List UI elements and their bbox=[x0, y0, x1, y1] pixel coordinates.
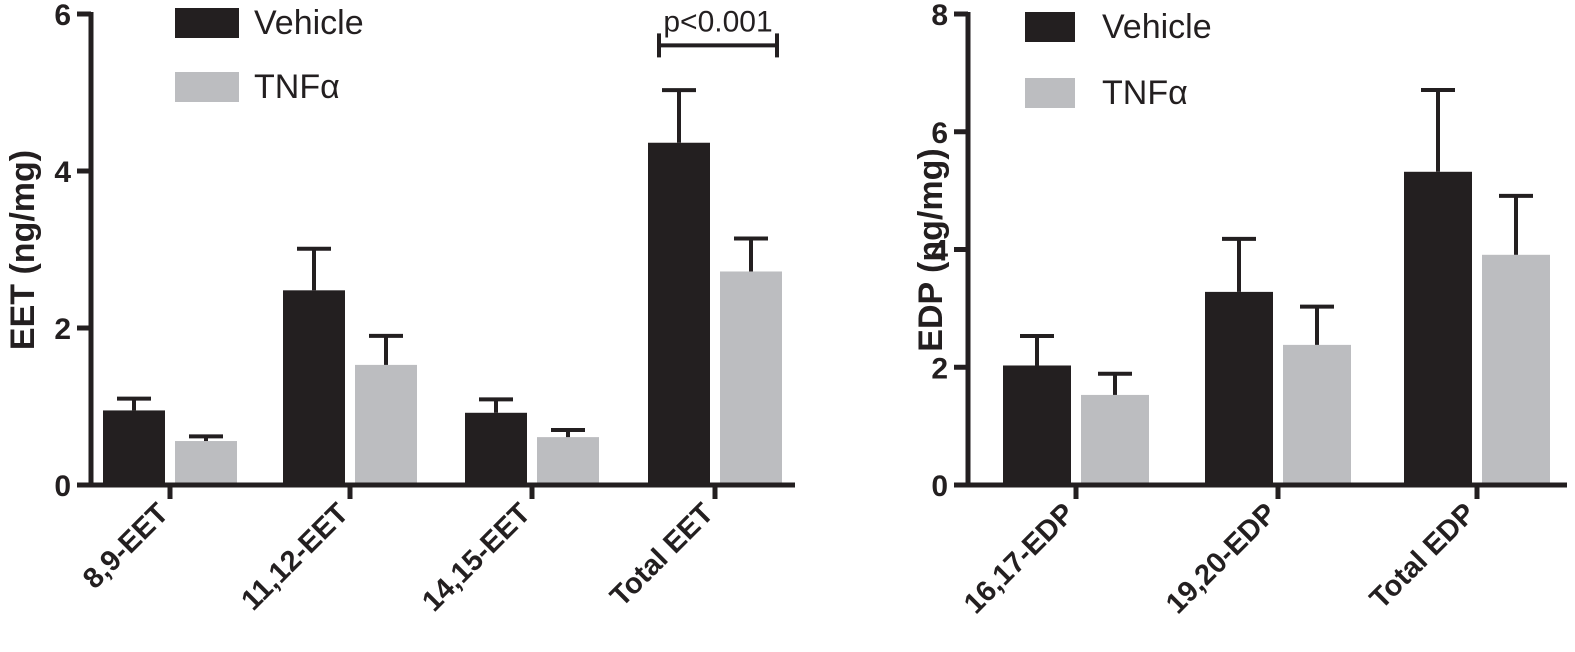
x-tick-label-3: Total EDP bbox=[1364, 497, 1482, 615]
legend-label-vehicle: Vehicle bbox=[1102, 8, 1212, 46]
x-tick-label-4: Total EET bbox=[604, 497, 720, 613]
y-tick-label-4: 6 bbox=[931, 117, 948, 150]
y-tick-label-2: 2 bbox=[54, 313, 71, 346]
bar-tnf-2 bbox=[355, 364, 417, 485]
y-tick-label-2: 2 bbox=[931, 352, 948, 385]
bar-tnf-1 bbox=[175, 441, 237, 485]
bar-tnf-2 bbox=[1283, 344, 1351, 485]
y-tick-label-1: 0 bbox=[54, 470, 71, 503]
y-tick-label-5: 8 bbox=[931, 0, 948, 32]
y-axis-title: EET (ng/mg) bbox=[4, 150, 42, 350]
y-axis-title: EDP (ng/mg) bbox=[912, 148, 950, 351]
chart-panel-1: 8,9-EET 11,12-EET 14,15-EET Total EET 0 2 4 6 EE… bbox=[4, 0, 795, 618]
legend-swatch-vehicle bbox=[175, 8, 239, 38]
bar-vehicle-3 bbox=[1404, 171, 1472, 485]
x-tick-label-2: 11,12-EET bbox=[235, 497, 355, 617]
bar-vehicle-1 bbox=[103, 410, 165, 485]
bar-vehicle-2 bbox=[1205, 291, 1273, 485]
legend-swatch-tnf bbox=[1025, 78, 1075, 108]
significance-label-1: p<0.001 bbox=[663, 5, 772, 38]
legend-label-vehicle: Vehicle bbox=[254, 4, 364, 42]
legend-label-tnf: TNFα bbox=[1102, 74, 1188, 112]
x-tick-label-3: 14,15-EET bbox=[416, 497, 537, 618]
bar-vehicle-3 bbox=[465, 412, 527, 485]
y-tick-label-4: 6 bbox=[54, 0, 71, 32]
y-tick-label-3: 4 bbox=[54, 156, 71, 189]
x-tick-label-1: 8,9-EET bbox=[77, 497, 175, 595]
bar-tnf-1 bbox=[1081, 394, 1149, 485]
bar-vehicle-1 bbox=[1003, 365, 1071, 485]
bar-tnf-3 bbox=[1482, 254, 1550, 485]
x-tick-label-2: 19,20-EDP bbox=[1160, 497, 1283, 620]
bar-tnf-3 bbox=[537, 437, 599, 485]
bar-vehicle-4 bbox=[648, 142, 710, 486]
bar-vehicle-2 bbox=[283, 290, 345, 485]
bar-tnf-4 bbox=[720, 271, 782, 485]
y-tick-label-1: 0 bbox=[931, 470, 948, 503]
y-tick-label-3: 4 bbox=[931, 235, 948, 268]
legend-swatch-vehicle bbox=[1025, 12, 1075, 42]
legend-label-tnf: TNFα bbox=[254, 68, 340, 106]
legend-swatch-tnf bbox=[175, 72, 239, 102]
x-tick-label-1: 16,17-EDP bbox=[958, 497, 1081, 620]
chart-panel-2: 16,17-EDP 19,20-EDP Total EDP 0 2 4 6 8 EDP (ng/… bbox=[912, 0, 1567, 620]
